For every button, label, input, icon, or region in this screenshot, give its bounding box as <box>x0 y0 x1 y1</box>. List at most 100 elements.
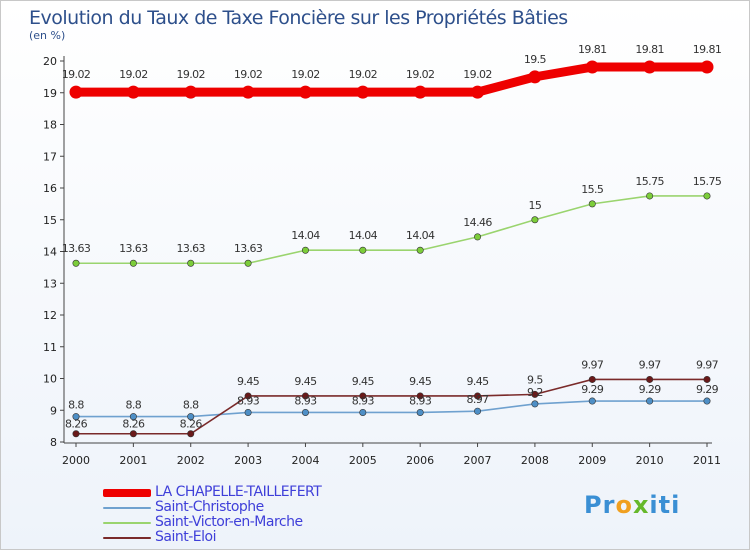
data-point <box>585 60 599 74</box>
data-point <box>301 246 309 254</box>
legend-swatch <box>103 489 151 497</box>
data-point <box>700 60 714 74</box>
series-line <box>75 400 708 418</box>
x-tick-label: 2011 <box>693 454 721 467</box>
data-label: 8.8 <box>126 399 142 412</box>
data-label: 9.29 <box>696 383 719 396</box>
data-point <box>416 246 424 254</box>
data-label: 8.97 <box>466 393 489 406</box>
data-point <box>471 85 485 99</box>
y-tick-label: 12 <box>43 309 57 322</box>
x-tick-label: 2006 <box>406 454 434 467</box>
x-tick-label: 2005 <box>349 454 377 467</box>
data-point <box>588 375 596 383</box>
y-tick-label: 16 <box>43 182 57 195</box>
data-label: 9.2 <box>527 386 543 399</box>
data-point <box>244 392 252 400</box>
data-point <box>646 397 654 405</box>
data-label: 9.45 <box>237 375 260 388</box>
x-tick-label: 2008 <box>521 454 549 467</box>
data-label: 19.02 <box>463 68 492 81</box>
data-label: 9.29 <box>639 383 662 396</box>
data-point <box>413 85 427 99</box>
series-line <box>71 62 712 97</box>
data-point <box>359 246 367 254</box>
data-point <box>244 408 252 416</box>
series-line <box>75 378 708 435</box>
data-label: 14.04 <box>291 229 320 242</box>
y-tick-label: 9 <box>50 404 57 417</box>
data-point <box>646 192 654 200</box>
data-label: 8.26 <box>122 418 145 431</box>
data-label: 8.93 <box>409 394 432 407</box>
data-label: 9.45 <box>409 375 432 388</box>
data-label: 19.81 <box>693 43 722 56</box>
data-point <box>588 397 596 405</box>
data-point <box>72 413 80 421</box>
x-tick-label: 2000 <box>62 454 90 467</box>
data-label: 19.5 <box>524 53 547 66</box>
data-label: 8.26 <box>180 418 203 431</box>
x-tick-label: 2004 <box>291 454 319 467</box>
data-point <box>646 375 654 383</box>
y-tick-label: 19 <box>43 87 57 100</box>
data-label: 9.97 <box>581 358 604 371</box>
y-tick-label: 8 <box>50 436 57 449</box>
data-point <box>359 408 367 416</box>
data-point <box>531 216 539 224</box>
data-label: 8.93 <box>237 394 260 407</box>
data-label: 15.75 <box>693 175 722 188</box>
legend-label: Saint-Victor-en-Marche <box>155 514 303 530</box>
data-label: 19.02 <box>349 68 378 81</box>
data-point <box>703 192 711 200</box>
data-point <box>359 392 367 400</box>
data-point <box>588 200 596 208</box>
data-point <box>129 430 137 438</box>
data-point <box>703 375 711 383</box>
data-label: 15.5 <box>581 183 604 196</box>
y-tick-label: 10 <box>43 373 57 386</box>
legend-swatch <box>103 537 151 539</box>
chart-unit-label: (en %) <box>29 29 66 42</box>
data-point <box>356 85 370 99</box>
data-label: 8.93 <box>352 394 375 407</box>
data-label: 19.02 <box>62 68 91 81</box>
data-label: 19.02 <box>406 68 435 81</box>
data-point <box>531 390 539 398</box>
data-point <box>129 259 137 267</box>
data-point <box>643 60 657 74</box>
x-tick-label: 2009 <box>578 454 606 467</box>
data-label: 19.81 <box>578 43 607 56</box>
data-label: 13.63 <box>62 242 91 255</box>
data-point <box>301 392 309 400</box>
y-tick-label: 17 <box>43 150 57 163</box>
data-label: 15 <box>529 199 542 212</box>
data-label: 9.45 <box>294 375 317 388</box>
data-point <box>184 85 198 99</box>
data-point <box>298 85 312 99</box>
data-label: 14.04 <box>406 229 435 242</box>
data-point <box>72 259 80 267</box>
data-label: 9.45 <box>466 375 489 388</box>
data-point <box>241 85 255 99</box>
data-label: 8.8 <box>183 399 199 412</box>
data-label: 13.63 <box>234 242 263 255</box>
legend-swatch <box>103 507 151 509</box>
series-line <box>75 195 708 265</box>
data-label: 19.02 <box>291 68 320 81</box>
data-point <box>244 259 252 267</box>
data-label: 14.46 <box>463 216 492 229</box>
data-label: 13.63 <box>119 242 148 255</box>
data-point <box>528 70 542 84</box>
data-label: 19.02 <box>119 68 148 81</box>
x-tick-label: 2003 <box>234 454 262 467</box>
legend-label: Saint-Christophe <box>155 499 264 515</box>
legend-swatch <box>103 522 151 524</box>
data-point <box>126 85 140 99</box>
data-label: 9.97 <box>639 358 662 371</box>
data-point <box>129 413 137 421</box>
data-label: 8.26 <box>65 418 88 431</box>
data-point <box>531 400 539 408</box>
